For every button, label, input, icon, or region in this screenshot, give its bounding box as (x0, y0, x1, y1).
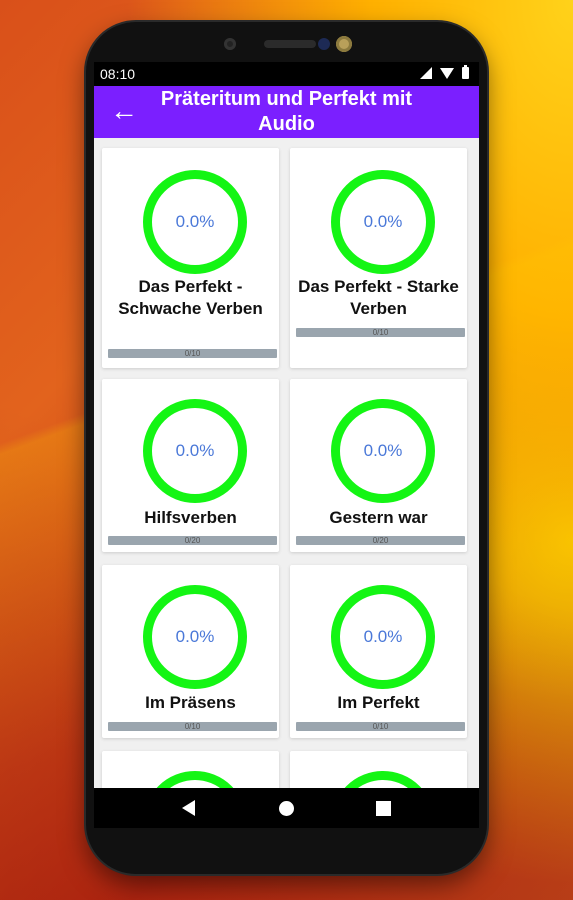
progress-ring: 0.0% (143, 399, 247, 503)
progress-percent: 0.0% (175, 627, 215, 646)
lesson-card[interactable]: 0.0% Das Perfekt - Schwache Verben 0/10 (102, 148, 279, 368)
lesson-card[interactable]: 0.0% Im Präsens 0/10 (102, 565, 279, 738)
progress-percent: 0.0% (175, 212, 215, 231)
status-icons (420, 65, 469, 79)
lesson-card[interactable]: 0.0% Hilfsverben 0/20 (102, 379, 279, 552)
status-bar: 08:10 (94, 62, 479, 86)
progress-bar: 0/10 (108, 722, 277, 731)
progress-ring: 0.0% (143, 585, 247, 689)
front-sensor-icon (224, 38, 236, 50)
progress-ring: 0.0% (143, 170, 247, 274)
arrow-left-icon[interactable]: ← (110, 95, 138, 126)
progress-ring: 0.0% (331, 170, 435, 274)
progress-ring: 0.0% (331, 585, 435, 689)
square-recents-icon[interactable] (376, 801, 391, 816)
navigation-bar (94, 788, 479, 828)
progress-count: 0/10 (372, 328, 389, 337)
progress-count: 0/10 (372, 722, 389, 731)
progress-bar: 0/20 (108, 536, 277, 545)
status-time: 08:10 (100, 66, 136, 82)
progress-percent: 0.0% (363, 212, 403, 231)
signal-icon (420, 67, 432, 79)
progress-percent: 0.0% (175, 441, 215, 460)
progress-percent: 0.0% (363, 441, 403, 460)
lesson-card[interactable]: 0.0% Gestern war 0/20 (290, 379, 467, 552)
phone-frame: 08:10 ← Präteritum und Perfekt mit Audio… (86, 22, 487, 874)
app-bar: ← Präteritum und Perfekt mit Audio (94, 86, 479, 138)
lesson-card[interactable]: 0.0% Im Perfekt 0/10 (290, 565, 467, 738)
progress-count: 0/20 (184, 536, 201, 545)
lesson-title: Im Präsens (145, 693, 236, 712)
progress-count: 0/10 (184, 349, 201, 358)
speaker-grille (264, 40, 316, 48)
progress-ring: 0.0% (331, 399, 435, 503)
circle-home-icon[interactable] (279, 801, 294, 816)
progress-percent: 0.0% (363, 627, 403, 646)
wifi-icon (440, 67, 454, 79)
lesson-title: Das Perfekt - Schwache Verben (118, 277, 263, 318)
sensor-icon (318, 38, 330, 50)
battery-icon (462, 65, 469, 79)
progress-count: 0/20 (372, 536, 389, 545)
lesson-title: Das Perfekt - Starke Verben (298, 277, 459, 318)
progress-bar: 0/20 (296, 536, 465, 545)
page-title: Präteritum und Perfekt mit Audio (160, 88, 413, 135)
screen: 08:10 ← Präteritum und Perfekt mit Audio… (94, 62, 479, 828)
triangle-back-icon[interactable] (182, 800, 195, 816)
progress-bar: 0/10 (296, 722, 465, 731)
lesson-card[interactable]: 0.0% Das Perfekt - Starke Verben 0/10 (290, 148, 467, 368)
progress-bar: 0/10 (108, 349, 277, 358)
camera-icon (336, 36, 352, 52)
progress-count: 0/10 (184, 722, 201, 731)
lesson-title: Hilfsverben (144, 508, 237, 527)
progress-bar: 0/10 (296, 328, 465, 337)
lesson-title: Gestern war (329, 508, 428, 527)
lesson-title: Im Perfekt (337, 693, 420, 712)
